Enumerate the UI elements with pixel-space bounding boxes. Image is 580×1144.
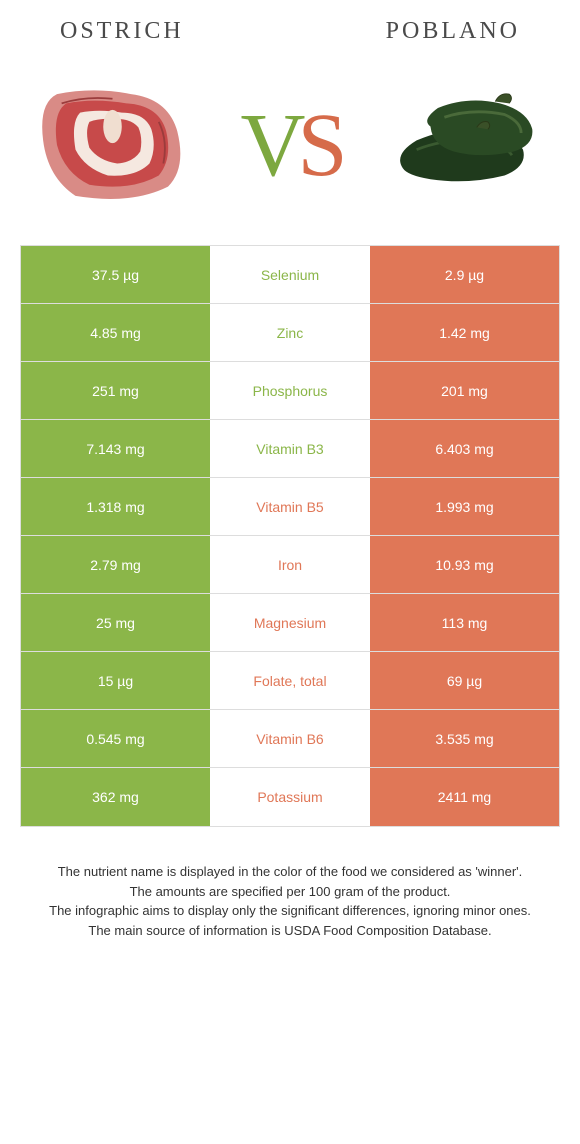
title-left: OSTRICH	[60, 18, 184, 45]
right-value: 201 mg	[370, 362, 559, 419]
food-image-right	[375, 75, 560, 215]
left-value: 2.79 mg	[21, 536, 210, 593]
nutrient-name: Vitamin B6	[210, 710, 370, 767]
nutrient-row: 37.5 µgSelenium2.9 µg	[21, 246, 559, 304]
footnote-line: The amounts are specified per 100 gram o…	[30, 882, 550, 902]
vs-s: S	[297, 96, 339, 195]
left-value: 1.318 mg	[21, 478, 210, 535]
footnote-line: The infographic aims to display only the…	[30, 901, 550, 921]
right-value: 1.993 mg	[370, 478, 559, 535]
left-value: 4.85 mg	[21, 304, 210, 361]
left-value: 25 mg	[21, 594, 210, 651]
nutrient-name: Phosphorus	[210, 362, 370, 419]
food-image-left	[20, 75, 205, 215]
left-value: 362 mg	[21, 768, 210, 826]
nutrient-row: 4.85 mgZinc1.42 mg	[21, 304, 559, 362]
nutrient-row: 7.143 mgVitamin B36.403 mg	[21, 420, 559, 478]
right-value: 2.9 µg	[370, 246, 559, 303]
vs-label: VS	[240, 94, 339, 197]
left-value: 37.5 µg	[21, 246, 210, 303]
right-value: 113 mg	[370, 594, 559, 651]
nutrient-name: Potassium	[210, 768, 370, 826]
right-value: 3.535 mg	[370, 710, 559, 767]
hero-row: VS	[0, 55, 580, 245]
left-value: 15 µg	[21, 652, 210, 709]
nutrient-row: 362 mgPotassium2411 mg	[21, 768, 559, 826]
nutrient-row: 2.79 mgIron10.93 mg	[21, 536, 559, 594]
nutrient-row: 251 mgPhosphorus201 mg	[21, 362, 559, 420]
title-row: OSTRICH POBLANO	[0, 0, 580, 55]
nutrient-table: 37.5 µgSelenium2.9 µg4.85 mgZinc1.42 mg2…	[20, 245, 560, 827]
footnote: The nutrient name is displayed in the co…	[0, 827, 580, 940]
footnote-line: The nutrient name is displayed in the co…	[30, 862, 550, 882]
nutrient-name: Selenium	[210, 246, 370, 303]
right-value: 2411 mg	[370, 768, 559, 826]
title-right: POBLANO	[386, 18, 520, 45]
right-value: 10.93 mg	[370, 536, 559, 593]
footnote-line: The main source of information is USDA F…	[30, 921, 550, 941]
left-value: 7.143 mg	[21, 420, 210, 477]
nutrient-row: 15 µgFolate, total69 µg	[21, 652, 559, 710]
right-value: 1.42 mg	[370, 304, 559, 361]
nutrient-row: 1.318 mgVitamin B51.993 mg	[21, 478, 559, 536]
nutrient-name: Vitamin B5	[210, 478, 370, 535]
vs-v: V	[240, 96, 297, 195]
nutrient-name: Iron	[210, 536, 370, 593]
right-value: 6.403 mg	[370, 420, 559, 477]
left-value: 0.545 mg	[21, 710, 210, 767]
left-value: 251 mg	[21, 362, 210, 419]
nutrient-name: Zinc	[210, 304, 370, 361]
right-value: 69 µg	[370, 652, 559, 709]
nutrient-row: 0.545 mgVitamin B63.535 mg	[21, 710, 559, 768]
nutrient-name: Magnesium	[210, 594, 370, 651]
nutrient-name: Folate, total	[210, 652, 370, 709]
nutrient-row: 25 mgMagnesium113 mg	[21, 594, 559, 652]
nutrient-name: Vitamin B3	[210, 420, 370, 477]
